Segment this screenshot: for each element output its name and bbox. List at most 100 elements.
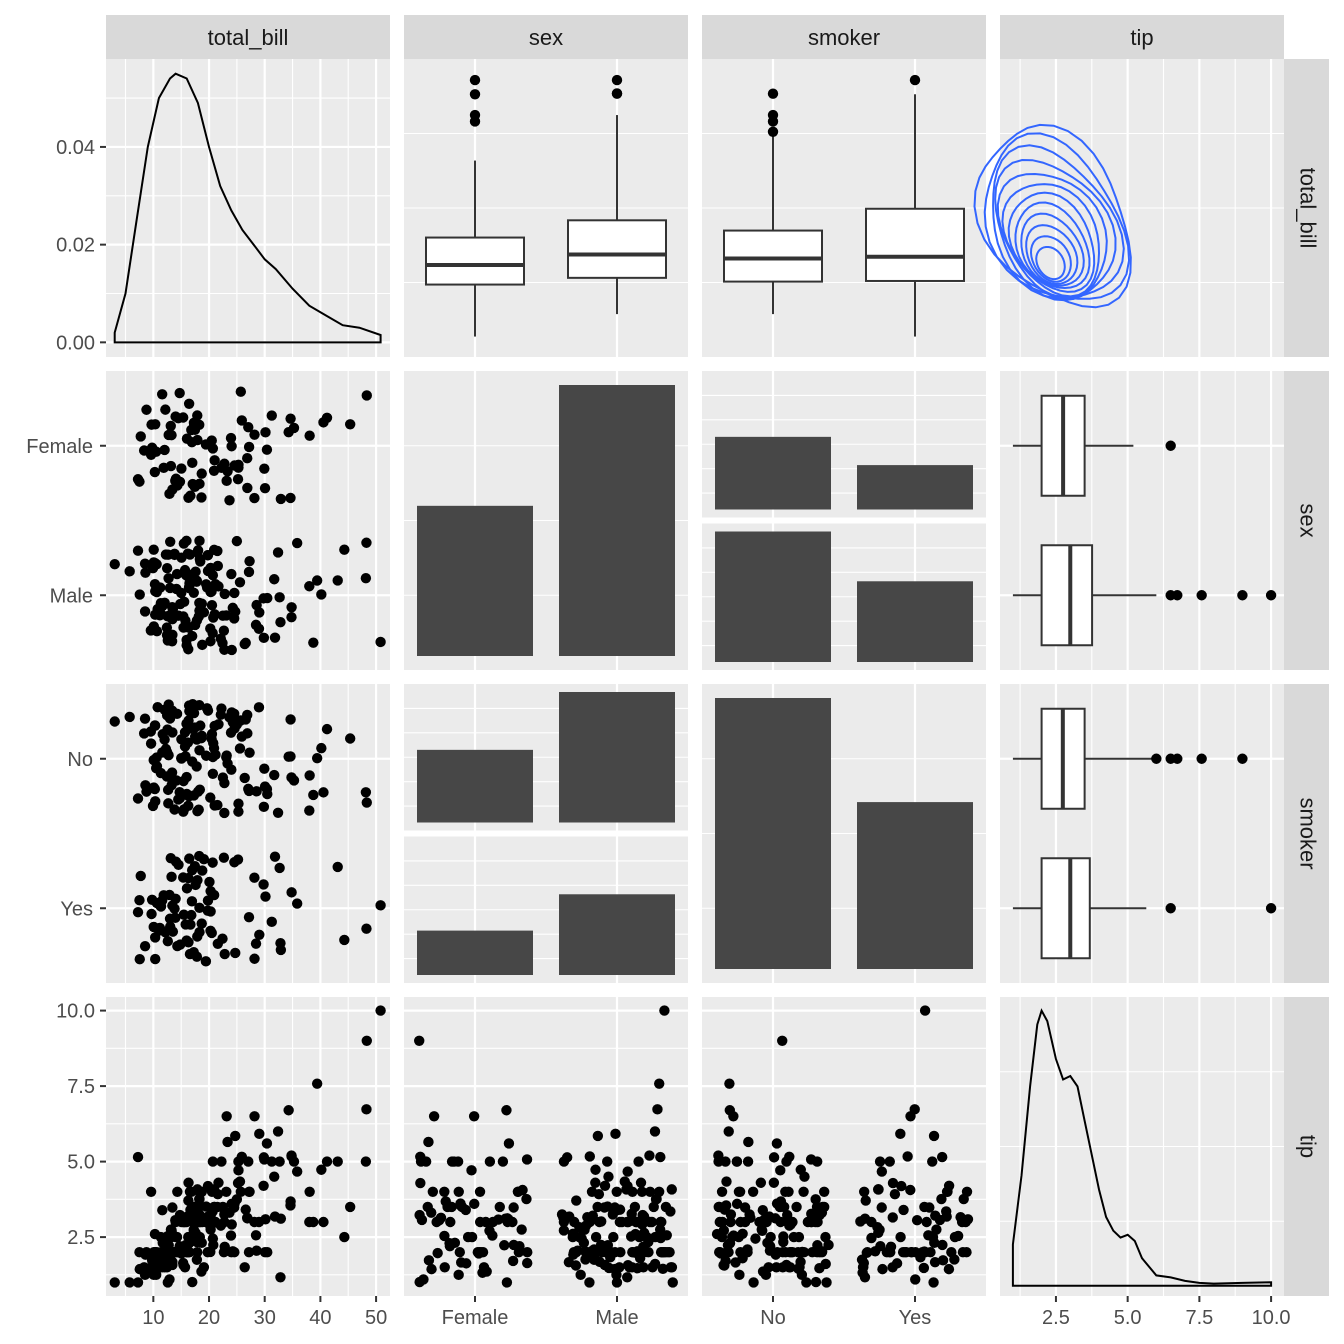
point-total_bill-tip (269, 1171, 280, 1182)
point-total_bill-smoker (146, 908, 157, 920)
point-sex-tip (474, 1216, 486, 1228)
point-total_bill-smoker (132, 793, 144, 804)
point-smoker-tip (796, 1269, 808, 1281)
point-total_bill-smoker (239, 772, 250, 784)
point-sex-tip (636, 1186, 648, 1198)
boxplot-total_bill-No (723, 88, 823, 315)
point-total_bill-tip (221, 1111, 232, 1122)
point-smoker-tip (923, 1230, 934, 1241)
point-total_bill-tip (226, 1247, 237, 1258)
point-total_bill-smoker (184, 853, 195, 864)
point-smoker-tip (734, 1269, 745, 1281)
x-tick-label: 10 (142, 1307, 164, 1329)
point-total_bill-sex (215, 633, 227, 644)
point-smoker-tip (921, 1216, 932, 1228)
point-total_bill-sex (254, 607, 265, 618)
boxplot-tip-Male (1012, 544, 1277, 647)
point-total_bill-sex (311, 575, 323, 586)
point-total_bill-sex (269, 632, 281, 643)
strip-label-right-sex: sex (1296, 503, 1321, 537)
point-sex-tip (584, 1216, 596, 1228)
point-total_bill-sex (146, 419, 157, 430)
point-sex-tip (644, 1186, 656, 1198)
point-smoker-tip (877, 1263, 888, 1275)
point-total_bill-smoker (147, 800, 159, 812)
boxplot-tip-Female (1012, 394, 1176, 497)
point-total_bill-smoker (218, 852, 230, 863)
boxplot-outlier (469, 89, 481, 100)
point-total_bill-sex (194, 554, 206, 565)
point-sex-tip (484, 1156, 496, 1167)
point-total_bill-smoker (286, 772, 297, 783)
x-tick-label: 10.0 (1252, 1307, 1291, 1329)
point-total_bill-sex (185, 490, 196, 501)
point-total_bill-sex (169, 548, 180, 560)
point-total_bill-sex (206, 600, 218, 611)
point-total_bill-smoker (240, 714, 251, 725)
point-smoker-tip (943, 1263, 955, 1275)
point-smoker-tip (782, 1216, 794, 1228)
y-tick-label: Male (50, 585, 93, 607)
point-total_bill-smoker (219, 948, 230, 960)
point-total_bill-tip (240, 1204, 251, 1215)
point-total_bill-sex (209, 455, 220, 466)
point-total_bill-tip (140, 1249, 151, 1260)
panel-sex-total_bill (106, 371, 390, 670)
point-total_bill-sex (243, 566, 255, 578)
point-sex-tip (494, 1201, 505, 1213)
point-smoker-tip (876, 1166, 888, 1177)
point-smoker-tip (898, 1204, 909, 1216)
panel-total_bill-total_bill (106, 59, 390, 357)
point-smoker-tip (858, 1186, 870, 1198)
point-total_bill-tip (215, 1220, 227, 1231)
point-total_bill-smoker (166, 871, 177, 883)
point-sex-tip (445, 1216, 456, 1228)
point-total_bill-smoker (258, 879, 269, 890)
point-smoker-tip (801, 1277, 812, 1288)
point-smoker-tip (750, 1233, 761, 1244)
point-total_bill-tip (162, 1277, 174, 1288)
point-total_bill-tip (179, 1262, 191, 1273)
point-smoker-tip (929, 1256, 941, 1268)
point-total_bill-sex (151, 559, 162, 570)
y-tick-label: 10.0 (56, 1001, 95, 1023)
point-total_bill-sex (141, 404, 152, 415)
point-smoker-tip (897, 1247, 909, 1258)
point-smoker-tip (857, 1262, 869, 1273)
point-sex-tip (584, 1151, 595, 1162)
point-total_bill-smoker (361, 923, 372, 934)
x-tick-label: Male (595, 1307, 638, 1329)
point-sex-tip (461, 1258, 472, 1269)
point-total_bill-smoker (148, 782, 160, 793)
point-sex-tip (446, 1156, 458, 1167)
density2d-contour (996, 172, 1108, 301)
point-total_bill-smoker (308, 789, 319, 801)
x-tick-label: Yes (899, 1307, 932, 1329)
point-smoker-tip (876, 1202, 887, 1213)
point-sex-tip (508, 1202, 519, 1213)
strip-top-sex (404, 15, 688, 59)
point-total_bill-smoker (139, 940, 151, 952)
point-total_bill-sex (174, 387, 185, 399)
point-total_bill-sex (316, 589, 327, 600)
strip-label-total_bill: total_bill (208, 25, 289, 50)
y-tick-label: 5.0 (67, 1152, 95, 1174)
point-total_bill-smoker (205, 792, 216, 803)
point-smoker-tip (884, 1156, 895, 1167)
point-smoker-tip (862, 1247, 873, 1258)
boxplot-box (723, 229, 823, 283)
point-total_bill-sex (222, 466, 233, 477)
boxplot-outlier (1172, 590, 1183, 601)
point-total_bill-sex (339, 544, 350, 555)
point-smoker-tip (941, 1186, 953, 1198)
point-total_bill-smoker (167, 926, 179, 937)
point-sex-tip (652, 1104, 663, 1115)
point-total_bill-smoker (193, 804, 204, 815)
point-total_bill-smoker (360, 787, 372, 798)
point-total_bill-smoker (285, 714, 296, 725)
point-smoker-tip (778, 1231, 789, 1242)
point-total_bill-smoker (253, 702, 265, 713)
point-sex-tip (609, 1263, 621, 1275)
point-total_bill-smoker (134, 895, 145, 906)
